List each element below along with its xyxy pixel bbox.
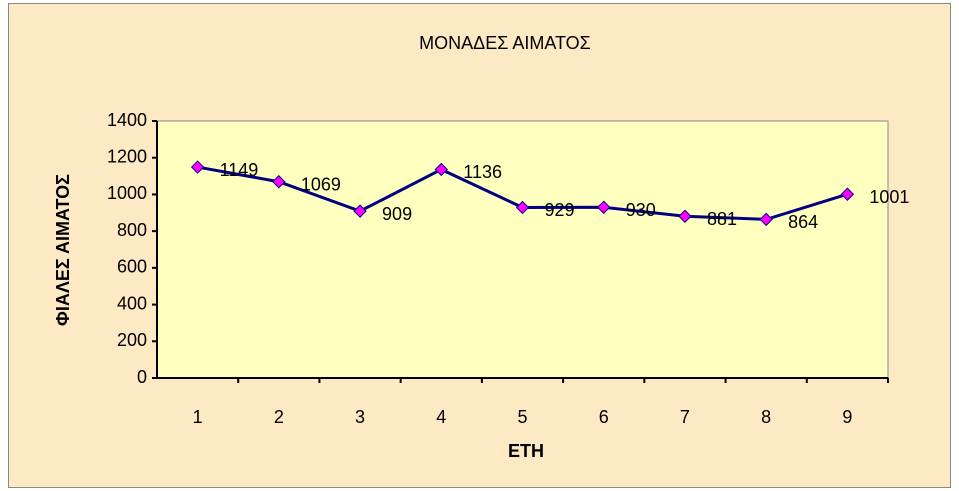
x-tick-label: 2 [274, 407, 284, 427]
y-tick-label: 400 [117, 293, 147, 313]
x-axis-label: ΕΤΗ [508, 441, 544, 461]
plot-area [156, 120, 889, 379]
y-tick-label: 1200 [107, 146, 147, 166]
y-tick-label: 1400 [107, 110, 147, 130]
y-tick-label: 1000 [107, 183, 147, 203]
data-label: 930 [626, 200, 656, 220]
data-label: 1069 [301, 175, 341, 195]
data-marker [272, 175, 286, 189]
data-marker [353, 204, 367, 218]
y-tick-label: 0 [137, 367, 147, 387]
data-marker [190, 160, 205, 174]
x-tick-label: 6 [599, 407, 609, 427]
data-label: 881 [707, 209, 737, 229]
chart-title: ΜΟΝΑΔΕΣ ΑΙΜΑΤΟΣ [419, 33, 591, 53]
data-label: 1001 [869, 187, 909, 207]
x-tick-label: 3 [355, 407, 365, 427]
y-axis-label: ΦΙΑΛΕΣ ΑΙΜΑΤΟΣ [53, 174, 73, 326]
data-marker [434, 162, 448, 177]
y-tick-label: 800 [117, 220, 147, 240]
data-label: 1149 [220, 160, 259, 180]
x-tick-label: 4 [436, 407, 446, 427]
data-label: 929 [545, 200, 575, 220]
data-label: 1136 [463, 162, 502, 182]
x-tick-label: 9 [842, 407, 852, 427]
x-tick-label: 7 [680, 407, 690, 427]
x-tick-label: 8 [761, 407, 771, 427]
data-marker [597, 200, 611, 214]
x-tick-label: 1 [193, 407, 203, 427]
data-marker [759, 212, 773, 227]
y-tick-label: 200 [117, 330, 147, 350]
y-tick-label: 600 [117, 257, 147, 277]
data-marker [678, 209, 692, 223]
data-marker [515, 200, 530, 215]
data-label: 909 [382, 204, 412, 224]
data-label: 864 [788, 212, 818, 232]
data-marker [840, 187, 855, 201]
x-tick-label: 5 [517, 407, 527, 427]
